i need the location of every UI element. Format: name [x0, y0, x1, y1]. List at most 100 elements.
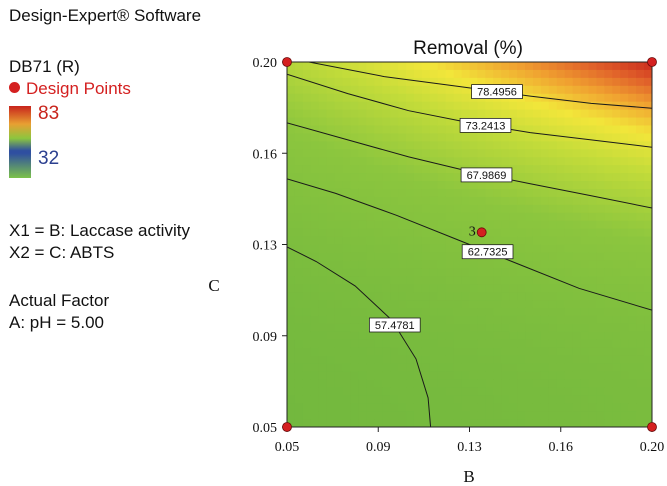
heat-cell [310, 212, 320, 222]
heat-cell [318, 268, 328, 277]
heat-cell [310, 69, 320, 79]
heat-cell [374, 284, 383, 293]
heat-cell [421, 419, 431, 427]
heat-cell [334, 276, 344, 285]
heat-cell [461, 212, 471, 222]
heat-cell [437, 403, 447, 412]
heat-cell [604, 236, 613, 246]
heat-cell [453, 149, 463, 158]
heat-cell [509, 355, 518, 365]
heat-cell [604, 220, 613, 230]
heat-cell [326, 260, 336, 269]
heat-cell [461, 387, 471, 396]
heat-cell [374, 252, 383, 261]
heat-cell [469, 371, 479, 380]
heat-cell [461, 347, 471, 357]
heat-cell [421, 149, 431, 158]
heat-cell [366, 347, 375, 357]
heat-cell [556, 173, 566, 182]
heat-cell [604, 379, 613, 388]
heat-cell [596, 85, 605, 95]
heat-cell [517, 236, 526, 246]
heat-cell [477, 62, 486, 71]
heat-cell [604, 260, 613, 269]
heat-cell [453, 69, 463, 79]
heat-cell [604, 411, 613, 420]
heat-cell [406, 93, 415, 103]
heat-cell [310, 355, 320, 365]
heat-cell [342, 339, 352, 349]
heat-cell [501, 101, 510, 111]
heat-cell [477, 268, 486, 277]
heat-cell [604, 347, 613, 357]
heat-cell [628, 323, 637, 333]
heat-cell [525, 307, 534, 317]
heat-cell [334, 93, 344, 103]
heat-cell [453, 204, 463, 214]
heat-cell [620, 363, 629, 373]
heat-cell [620, 212, 629, 222]
heat-cell [612, 307, 621, 317]
heat-cell [509, 292, 518, 301]
heat-cell [469, 212, 479, 222]
heat-cell [310, 77, 320, 87]
heat-cell [620, 355, 629, 365]
heat-cell [310, 188, 320, 198]
heat-cell [548, 236, 558, 246]
heat-cell [358, 165, 367, 174]
contour-label: 73.2413 [466, 120, 506, 132]
heat-cell [517, 141, 526, 150]
heat-cell [620, 403, 629, 412]
heat-cell [572, 181, 582, 190]
heat-cell [374, 101, 383, 111]
heat-cell [461, 69, 471, 79]
heat-cell [628, 101, 637, 111]
heat-cell [461, 307, 471, 317]
heat-cell [326, 85, 336, 95]
heat-cell [596, 133, 605, 142]
heat-cell [382, 212, 391, 222]
heat-cell [461, 379, 471, 388]
heat-cell [302, 268, 312, 277]
heat-cell [469, 157, 479, 166]
heat-cell [636, 339, 645, 349]
heat-cell [644, 331, 652, 341]
heat-cell [406, 347, 415, 357]
heat-cell [509, 339, 518, 349]
heat-cell [453, 284, 463, 293]
heat-cell [287, 292, 296, 301]
heat-cell [342, 62, 352, 71]
heat-cell [302, 300, 312, 309]
heat-cell [310, 315, 320, 325]
heat-cell [596, 93, 605, 103]
heat-cell [620, 188, 629, 198]
heat-cell [517, 181, 526, 190]
heat-cell [318, 149, 328, 158]
heat-cell [469, 276, 479, 285]
heat-cell [620, 125, 629, 135]
heat-cell [588, 315, 598, 325]
heat-cell [413, 212, 423, 222]
heat-cell [493, 395, 502, 404]
heat-cell [612, 93, 621, 103]
heat-cell [509, 228, 518, 238]
heat-cell [326, 315, 336, 325]
heat-cell [374, 141, 383, 150]
heat-cell [429, 300, 439, 309]
heat-cell [294, 165, 304, 174]
heat-cell [612, 395, 621, 404]
heat-cell [358, 196, 367, 206]
heat-cell [334, 236, 344, 246]
heat-cell [564, 196, 574, 206]
heat-cell [302, 85, 312, 95]
heat-cell [596, 125, 605, 135]
heat-cell [421, 252, 431, 261]
actual-factor-heading: Actual Factor [9, 291, 110, 310]
heat-cell [398, 411, 407, 420]
heat-cell [580, 276, 590, 285]
heat-cell [366, 77, 375, 87]
heat-cell [540, 355, 550, 365]
heat-cell [310, 133, 320, 142]
heat-cell [612, 419, 621, 427]
heat-cell [588, 77, 598, 87]
